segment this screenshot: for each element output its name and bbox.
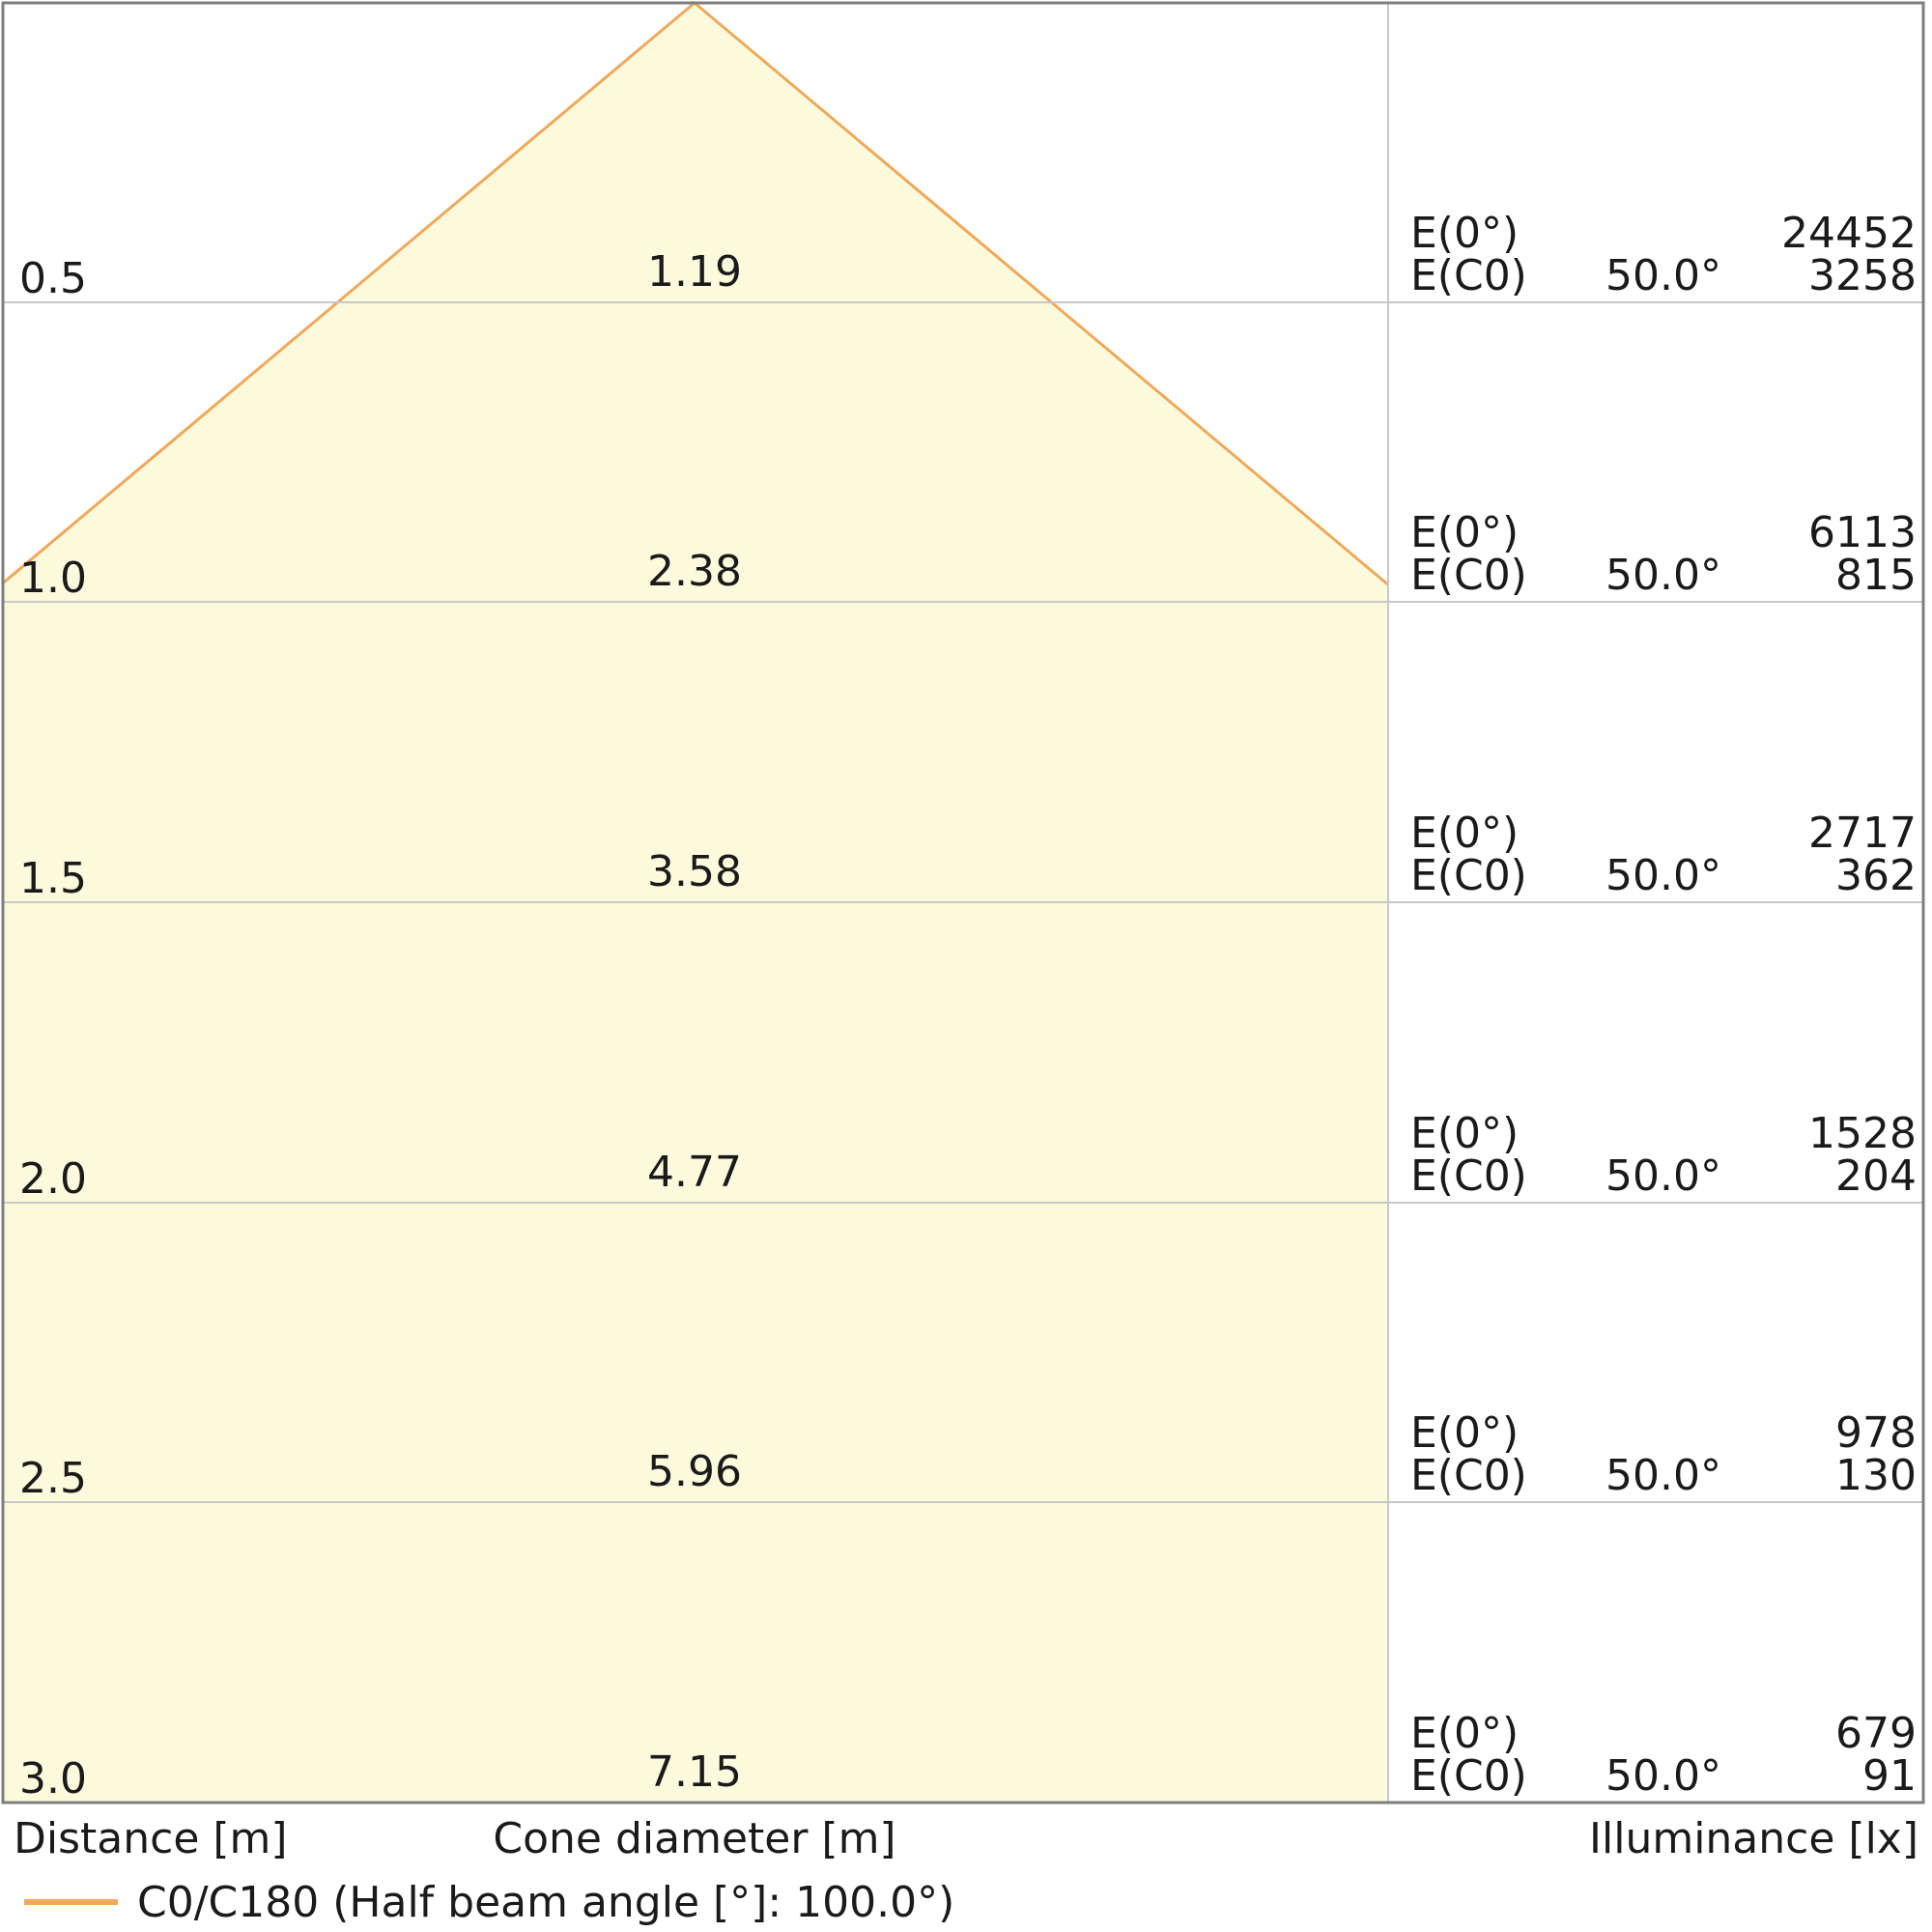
beam-angle-value: 50.0°: [1605, 551, 1721, 600]
plot-frame: [1, 1, 1925, 1804]
legend-label: C0/C180 (Half beam angle [°]: 100.0°): [137, 1878, 954, 1927]
row-1-0m: 1.0 2.38 E(0°) 6113 E(C0) 50.0° 815: [19, 508, 1917, 603]
cone-diameter-value: 5.96: [647, 1447, 742, 1496]
cone-diameter-value: 4.77: [647, 1148, 742, 1197]
beam-angle-value: 50.0°: [1605, 251, 1721, 300]
ec0-value: 130: [1835, 1451, 1917, 1500]
ec0-value: 815: [1835, 551, 1917, 600]
e0-label: E(0°): [1410, 209, 1519, 258]
row-1-5m: 1.5 3.58 E(0°) 2717 E(C0) 50.0° 362: [19, 809, 1917, 903]
axis-captions: Distance [m] Cone diameter [m] Illuminan…: [14, 1814, 1918, 1863]
ec0-value: 204: [1835, 1151, 1917, 1201]
cone-diameter-value: 7.15: [647, 1747, 742, 1797]
ec0-label: E(C0): [1410, 1751, 1527, 1801]
cone-diameter-value: 2.38: [647, 547, 742, 596]
distance-label: 2.5: [19, 1454, 87, 1503]
row-2-0m: 2.0 4.77 E(0°) 1528 E(C0) 50.0° 204: [19, 1109, 1917, 1204]
distance-label: 1.5: [19, 854, 87, 903]
ec0-label: E(C0): [1410, 1451, 1527, 1500]
gridlines: [3, 301, 1923, 1503]
e0-value: 1528: [1808, 1109, 1917, 1158]
ec0-label: E(C0): [1410, 251, 1527, 300]
distance-label: 3.0: [19, 1754, 87, 1804]
beam-angle-value: 50.0°: [1605, 1751, 1721, 1801]
distance-label: 0.5: [19, 254, 87, 303]
distance-label: 1.0: [19, 554, 87, 603]
ec0-value: 362: [1835, 851, 1917, 900]
e0-value: 978: [1835, 1408, 1917, 1458]
ec0-value: 3258: [1808, 251, 1917, 300]
cone-diameter-value: 1.19: [647, 247, 742, 297]
row-0-5m: 0.5 1.19 E(0°) 24452 E(C0) 50.0° 3258: [19, 209, 1917, 303]
beam-angle-value: 50.0°: [1605, 1151, 1721, 1201]
beam-angle-value: 50.0°: [1605, 1451, 1721, 1500]
ec0-label: E(C0): [1410, 551, 1527, 600]
e0-value: 679: [1835, 1709, 1917, 1758]
cone-diameter-axis-label: Cone diameter [m]: [493, 1814, 895, 1863]
e0-value: 6113: [1808, 508, 1917, 557]
e0-label: E(0°): [1410, 1109, 1519, 1158]
distance-axis-label: Distance [m]: [14, 1814, 288, 1863]
beam-angle-value: 50.0°: [1605, 851, 1721, 900]
row-3-0m: 3.0 7.15 E(0°) 679 E(C0) 50.0° 91: [19, 1709, 1917, 1804]
e0-value: 24452: [1781, 209, 1917, 258]
legend: C0/C180 (Half beam angle [°]: 100.0°): [24, 1878, 954, 1927]
ec0-value: 91: [1862, 1751, 1917, 1801]
ec0-label: E(C0): [1410, 851, 1527, 900]
e0-value: 2717: [1808, 809, 1917, 858]
e0-label: E(0°): [1410, 1408, 1519, 1458]
distance-label: 2.0: [19, 1154, 87, 1204]
e0-label: E(0°): [1410, 809, 1519, 858]
row-2-5m: 2.5 5.96 E(0°) 978 E(C0) 50.0° 130: [19, 1408, 1917, 1503]
illuminance-axis-label: Illuminance [lx]: [1589, 1814, 1918, 1863]
ec0-label: E(C0): [1410, 1151, 1527, 1201]
e0-label: E(0°): [1410, 508, 1519, 557]
e0-label: E(0°): [1410, 1709, 1519, 1758]
cone-diameter-value: 3.58: [647, 847, 742, 896]
